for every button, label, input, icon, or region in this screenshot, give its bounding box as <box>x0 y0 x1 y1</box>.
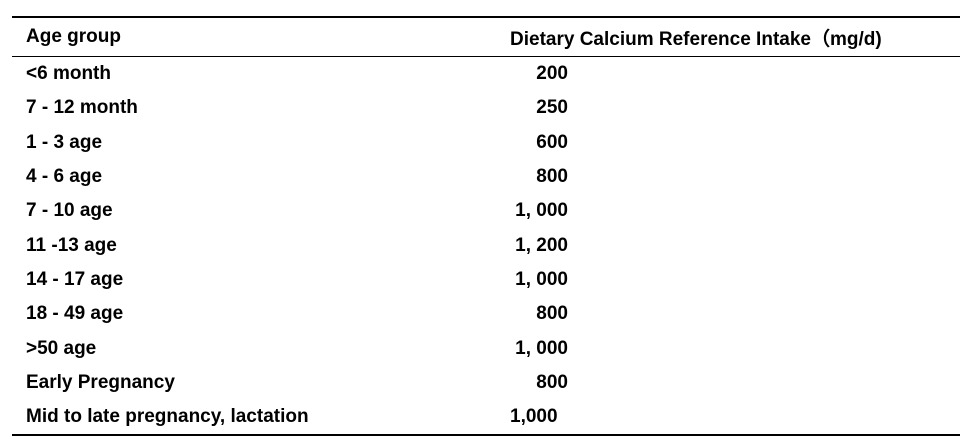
age-group-cell: <6 month <box>26 63 111 85</box>
table-row: Early Pregnancy 800 <box>12 366 960 400</box>
table-row: >50 age 1, 000 <box>12 331 960 365</box>
age-group-cell: Early Pregnancy <box>26 371 175 393</box>
table-row: 7 - 12 month 250 <box>12 91 960 125</box>
table-row: 14 - 17 age 1, 000 <box>12 263 960 297</box>
intake-cell: 800 <box>536 303 568 325</box>
age-group-cell: 14 - 17 age <box>26 268 124 290</box>
age-group-cell: 11 -13 age <box>26 234 117 256</box>
table-row: 7 - 10 age 1, 000 <box>12 194 960 228</box>
age-group-cell: 4 - 6 age <box>26 166 103 188</box>
table-row: 4 - 6 age 800 <box>12 160 960 194</box>
table-top-rule <box>12 16 960 18</box>
age-group-cell: Mid to late pregnancy, lactation <box>26 406 309 428</box>
table-header-row: Age group Dietary Calcium Reference Inta… <box>12 18 960 56</box>
table-header-rule <box>12 56 960 57</box>
age-group-cell: 7 - 12 month <box>26 97 138 119</box>
intake-cell: 1, 200 <box>515 234 568 256</box>
table-bottom-rule <box>12 434 960 437</box>
intake-cell: 800 <box>536 371 568 393</box>
age-group-cell: >50 age <box>26 337 97 359</box>
table-row: Mid to late pregnancy, lactation 1,000 <box>12 400 960 434</box>
table-row: 18 - 49 age 800 <box>12 297 960 331</box>
header-calcium-intake: Dietary Calcium Reference Intake（mg/d) <box>510 28 882 50</box>
age-group-cell: 7 - 10 age <box>26 200 113 222</box>
table-row: 1 - 3 age 600 <box>12 126 960 160</box>
intake-cell: 1, 000 <box>515 337 568 359</box>
intake-cell: 800 <box>536 166 568 188</box>
intake-cell: 250 <box>536 97 568 119</box>
header-age-group: Age group <box>26 26 121 47</box>
intake-cell: 1,000 <box>510 406 558 428</box>
intake-cell: 600 <box>536 131 568 153</box>
table-row: 11 -13 age 1, 200 <box>12 228 960 262</box>
intake-cell: 1, 000 <box>515 268 568 290</box>
calcium-intake-table: Age group Dietary Calcium Reference Inta… <box>12 16 960 437</box>
intake-cell: 200 <box>536 63 568 85</box>
table-row: <6 month 200 <box>12 57 960 91</box>
age-group-cell: 18 - 49 age <box>26 303 124 325</box>
intake-cell: 1, 000 <box>515 200 568 222</box>
age-group-cell: 1 - 3 age <box>26 131 103 153</box>
